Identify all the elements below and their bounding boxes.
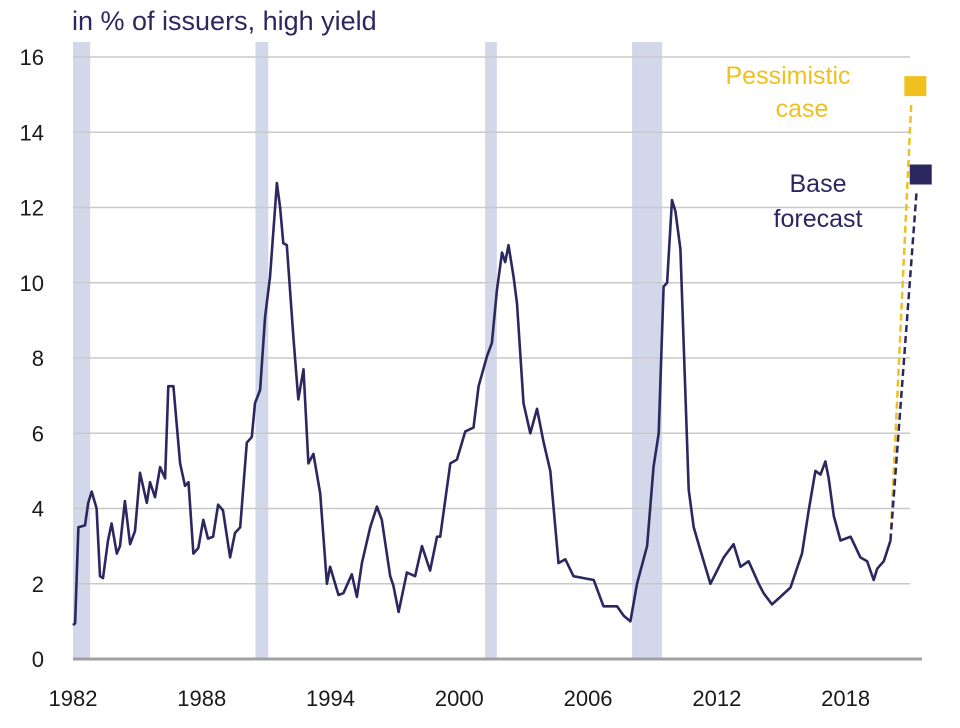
y-tick-label: 12 <box>20 196 44 221</box>
y-tick-label: 8 <box>32 346 44 371</box>
y-tick-label: 14 <box>20 120 44 145</box>
x-tick-label: 2018 <box>821 686 870 711</box>
base-forecast-line <box>889 189 918 541</box>
x-tick-label: 2006 <box>564 686 613 711</box>
x-tick-label: 1994 <box>306 686 355 711</box>
y-tick-label: 4 <box>32 497 44 522</box>
base-label-line1: Base <box>790 170 847 198</box>
y-tick-label: 10 <box>20 271 44 296</box>
recession-band <box>485 42 497 659</box>
pessimistic-forecast-line <box>889 101 913 541</box>
recession-band <box>632 42 663 659</box>
pessimistic-forecast-marker <box>904 76 927 97</box>
pessimistic-label-line1: Pessimistic <box>725 62 850 90</box>
recession-bands <box>73 42 663 659</box>
y-tick-label: 16 <box>20 45 44 70</box>
x-tick-label: 2012 <box>692 686 741 711</box>
x-tick-label: 1982 <box>49 686 98 711</box>
recession-band <box>73 42 91 659</box>
x-axis: 1982 1988 1994 2000 2006 2012 2018 <box>49 686 871 711</box>
base-label-line2: forecast <box>774 205 863 233</box>
base-forecast-marker <box>909 164 932 185</box>
series-layer <box>72 181 892 627</box>
x-tick-label: 1988 <box>177 686 226 711</box>
chart-title: in % of issuers, high yield <box>72 6 377 36</box>
y-axis: 0 2 4 6 8 10 12 14 16 <box>20 45 44 672</box>
y-tick-label: 2 <box>32 572 44 597</box>
gridlines <box>73 56 922 661</box>
forecast-layer <box>889 76 932 541</box>
pessimistic-label-line2: case <box>776 95 829 123</box>
default-rate-line <box>72 181 892 627</box>
y-tick-label: 6 <box>32 421 44 446</box>
y-tick-label: 0 <box>32 647 44 672</box>
x-tick-label: 2000 <box>435 686 484 711</box>
